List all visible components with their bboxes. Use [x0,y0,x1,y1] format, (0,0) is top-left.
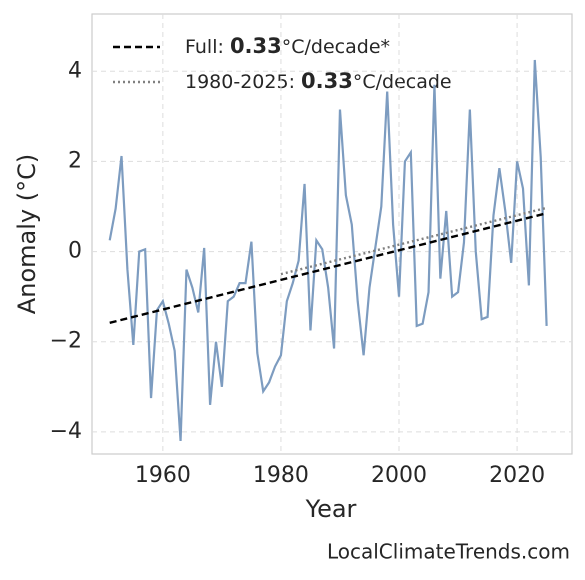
watermark: LocalClimateTrends.com [327,540,570,564]
legend-label: Full: 0.33°C/decade* [185,34,390,58]
x-tick-label: 1980 [253,463,309,488]
x-axis-label: Year [305,495,357,523]
legend-text-part: Full: [185,36,230,58]
plot-frame [91,13,573,455]
x-tick-label: 1960 [135,463,191,488]
y-tick-label: 2 [68,148,82,173]
legend-text-part: °C/decade* [282,36,390,58]
y-tick-label: −4 [50,419,82,444]
legend-label: 1980-2025: 0.33°C/decade [185,69,452,93]
legend-text-part: °C/decade [353,71,452,93]
y-axis-label: Anomaly (°C) [13,154,41,314]
y-tick-label: 4 [68,58,82,83]
trend-line [280,206,547,276]
legend-text-part: 0.33 [230,34,282,58]
legend: Full: 0.33°C/decade*1980-2025: 0.33°C/de… [113,34,452,93]
legend-text-part: 0.33 [301,69,353,93]
data-line [108,59,548,441]
legend-text-part: 1980-2025: [185,71,301,93]
x-tick-label: 2000 [371,463,427,488]
y-tick-label: 0 [68,239,82,264]
x-tick-label: 2020 [489,463,545,488]
y-tick-label: −2 [50,329,82,354]
trend-line [109,212,547,324]
